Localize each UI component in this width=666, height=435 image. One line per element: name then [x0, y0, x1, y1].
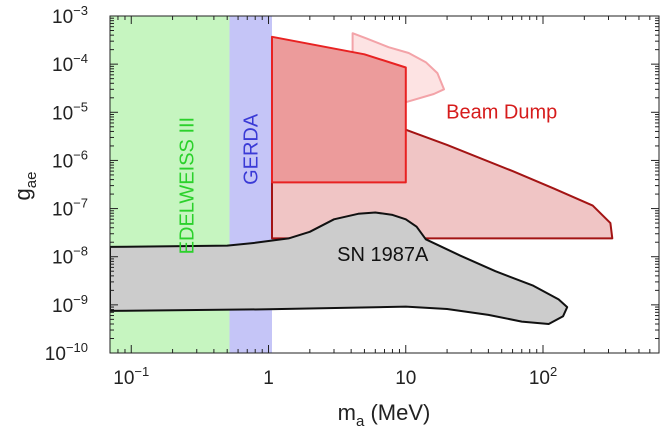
region-label-edelweiss-iii: EDELWEISS III	[176, 117, 198, 254]
region-sn-1987a	[110, 211, 569, 325]
region-label-sn-1987a: SN 1987A	[337, 244, 429, 266]
x-tick-label: 10−1	[113, 364, 149, 389]
y-tick-label: 10−6	[52, 147, 88, 172]
y-tick-label: 10−8	[52, 244, 88, 269]
region-labels-layer: EDELWEISS III GERDA Beam Dump SN 1987A	[176, 102, 557, 266]
regions-layer	[110, 16, 614, 353]
x-tick-label: 102	[529, 364, 557, 389]
y-axis-label: gae	[10, 172, 40, 201]
region-beam-dump-dark	[271, 35, 407, 184]
region-label-gerda: GERDA	[240, 113, 262, 185]
x-axis-label: ma (MeV)	[338, 400, 431, 430]
y-tick-label: 10−4	[52, 51, 88, 76]
y-tick-label: 10−5	[52, 99, 88, 124]
tick-labels-layer: 10−1 1 10 102 10−10 10−9 10−8 10−7 10−6 10−5 10−4 1…	[45, 3, 557, 389]
y-tick-label: 10−10	[45, 340, 88, 365]
ticks-layer	[109, 15, 660, 354]
y-tick-label: 10−3	[52, 3, 88, 28]
x-tick-label: 1	[263, 368, 274, 389]
y-tick-label: 10−7	[52, 196, 88, 221]
y-tick-label: 10−9	[52, 292, 88, 317]
region-label-beam-dump: Beam Dump	[446, 102, 557, 124]
x-tick-label: 10	[395, 368, 416, 389]
